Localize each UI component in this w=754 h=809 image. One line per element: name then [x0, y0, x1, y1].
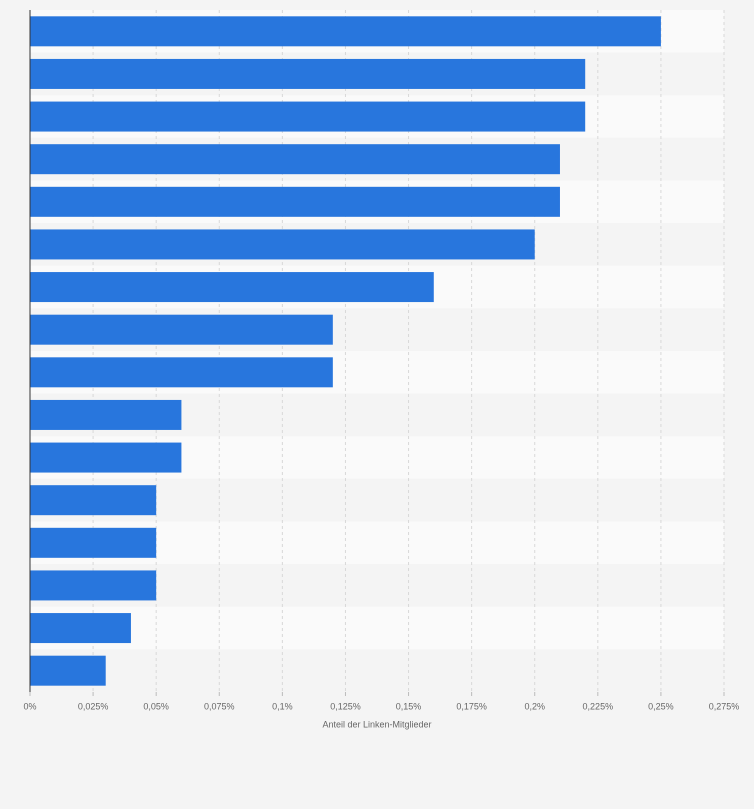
x-tick-label: 0,15%: [396, 701, 422, 711]
x-tick-label: 0,1%: [272, 701, 293, 711]
bar: [30, 186, 560, 217]
x-tick-label: 0,125%: [330, 701, 361, 711]
bar: [30, 314, 333, 345]
row-stripe: [30, 649, 724, 692]
bar: [30, 58, 586, 89]
bar: [30, 655, 106, 686]
bar: [30, 16, 661, 47]
x-tick-label: 0,025%: [78, 701, 109, 711]
bar: [30, 442, 182, 473]
bar: [30, 144, 560, 175]
bar: [30, 229, 535, 260]
row-stripe: [30, 606, 724, 650]
bar: [30, 613, 131, 644]
bar: [30, 357, 333, 388]
bar: [30, 399, 182, 430]
x-tick-label: 0,05%: [143, 701, 169, 711]
x-axis-title: Anteil der Linken-Mitglieder: [322, 719, 431, 729]
x-tick-label: 0%: [23, 701, 36, 711]
x-tick-label: 0,075%: [204, 701, 235, 711]
x-tick-label: 0,175%: [456, 701, 487, 711]
bar: [30, 272, 434, 303]
x-tick-label: 0,225%: [583, 701, 614, 711]
x-tick-label: 0,25%: [648, 701, 674, 711]
bar: [30, 485, 157, 516]
x-tick-label: 0,275%: [709, 701, 740, 711]
bar: [30, 527, 157, 558]
bar: [30, 101, 586, 132]
x-tick-label: 0,2%: [524, 701, 545, 711]
bar: [30, 570, 157, 601]
